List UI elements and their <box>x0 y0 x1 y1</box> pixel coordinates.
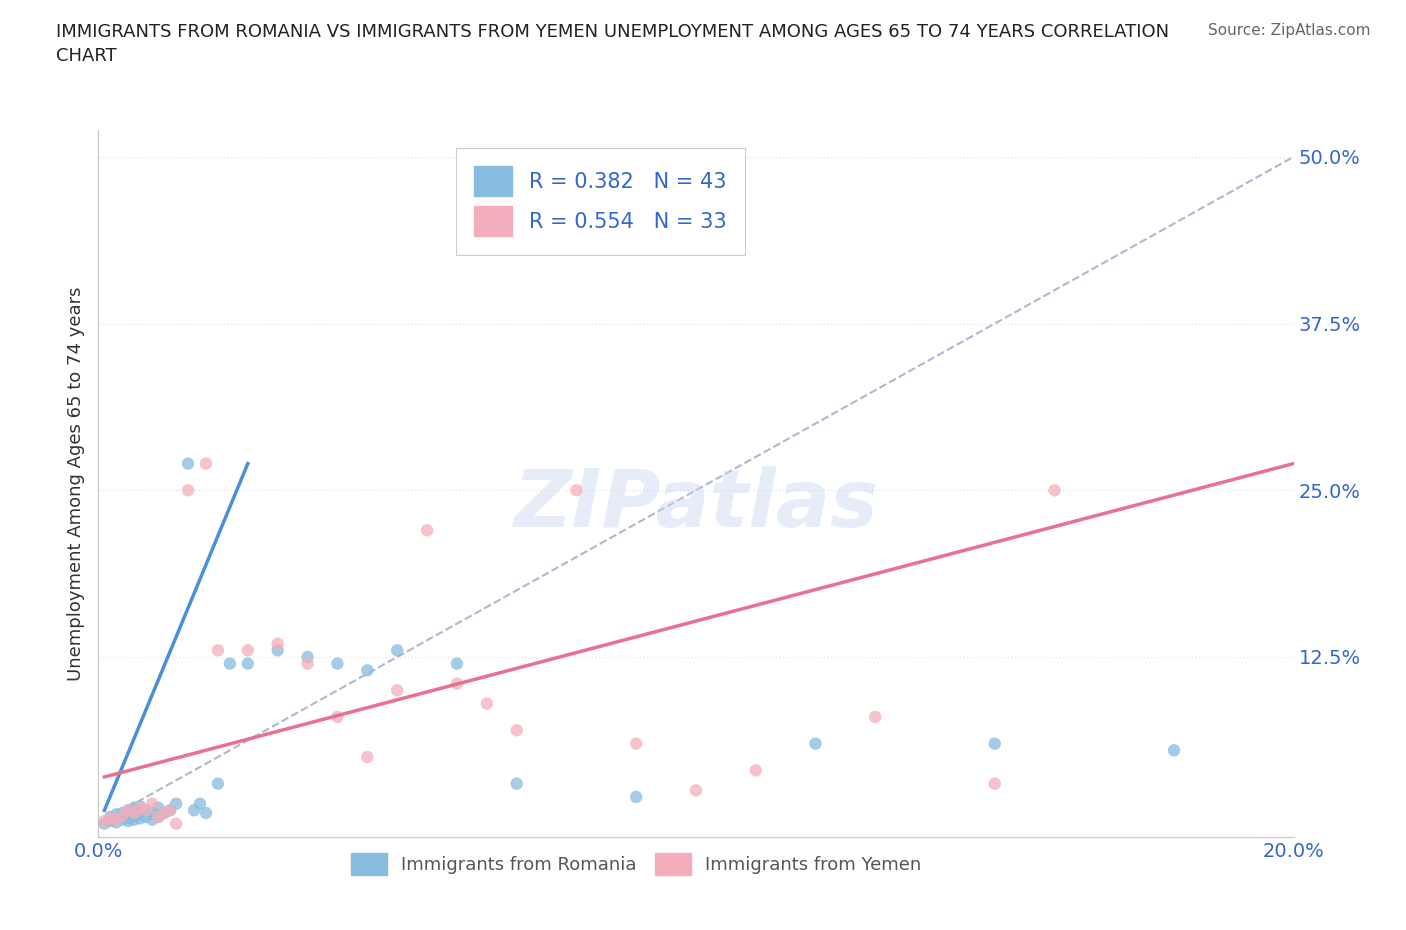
Point <box>98 814 122 829</box>
Point <box>117 803 139 817</box>
Point <box>153 805 176 820</box>
Point <box>135 809 157 824</box>
Point <box>141 796 163 811</box>
Point <box>93 817 115 831</box>
Point <box>984 737 1007 751</box>
Point <box>219 657 242 671</box>
Point <box>159 803 181 817</box>
Point <box>207 777 229 791</box>
Point <box>195 456 218 471</box>
Point <box>326 657 349 671</box>
Point <box>207 643 229 658</box>
Point <box>141 812 163 827</box>
Point <box>135 803 157 817</box>
Y-axis label: Unemployment Among Ages 65 to 74 years: Unemployment Among Ages 65 to 74 years <box>66 286 84 681</box>
Point <box>984 777 1007 791</box>
Point <box>105 815 128 830</box>
Point <box>98 809 122 824</box>
Point <box>105 812 128 827</box>
Legend: Immigrants from Romania, Immigrants from Yemen: Immigrants from Romania, Immigrants from… <box>342 844 931 884</box>
Point <box>129 800 152 815</box>
Point <box>165 817 187 831</box>
Point <box>745 763 768 777</box>
Text: IMMIGRANTS FROM ROMANIA VS IMMIGRANTS FROM YEMEN UNEMPLOYMENT AMONG AGES 65 TO 7: IMMIGRANTS FROM ROMANIA VS IMMIGRANTS FR… <box>56 23 1170 65</box>
Point <box>148 800 170 815</box>
Point <box>129 805 152 820</box>
Point <box>506 723 529 737</box>
Point <box>297 657 319 671</box>
Point <box>129 799 152 814</box>
Point <box>177 483 200 498</box>
Point <box>506 777 529 791</box>
Point <box>475 697 498 711</box>
Point <box>159 803 181 817</box>
Point <box>148 809 170 824</box>
Text: Source: ZipAtlas.com: Source: ZipAtlas.com <box>1208 23 1371 38</box>
Point <box>865 710 887 724</box>
Point <box>416 523 439 538</box>
Point <box>326 710 349 724</box>
Text: ZIPatlas: ZIPatlas <box>513 466 879 544</box>
Point <box>117 814 139 829</box>
Point <box>267 636 290 651</box>
Point <box>385 643 409 658</box>
Point <box>124 808 146 823</box>
Point <box>117 803 139 817</box>
Point <box>148 809 170 824</box>
Point <box>183 803 205 817</box>
Point <box>188 796 211 811</box>
Point <box>124 805 146 820</box>
Point <box>626 790 648 804</box>
Point <box>195 805 218 820</box>
Point <box>356 663 378 678</box>
Point <box>1043 483 1066 498</box>
Point <box>111 808 134 823</box>
Point <box>685 783 707 798</box>
Point <box>165 796 187 811</box>
Point <box>98 811 122 826</box>
Point <box>804 737 827 751</box>
Point <box>297 649 319 664</box>
Point <box>446 657 468 671</box>
Point <box>124 812 146 827</box>
Point <box>105 807 128 822</box>
Point <box>236 643 259 658</box>
Point <box>111 812 134 827</box>
Point <box>267 643 290 658</box>
Point <box>124 800 146 815</box>
Point <box>111 805 134 820</box>
Point <box>446 676 468 691</box>
Point <box>117 811 139 826</box>
Point <box>626 737 648 751</box>
Point <box>236 657 259 671</box>
Point <box>141 805 163 820</box>
Point <box>385 683 409 698</box>
Point <box>129 811 152 826</box>
Point <box>177 456 200 471</box>
Point <box>93 814 115 829</box>
Point <box>356 750 378 764</box>
Point <box>565 483 588 498</box>
Point <box>1163 743 1185 758</box>
Point <box>135 803 157 817</box>
Point <box>153 805 176 820</box>
